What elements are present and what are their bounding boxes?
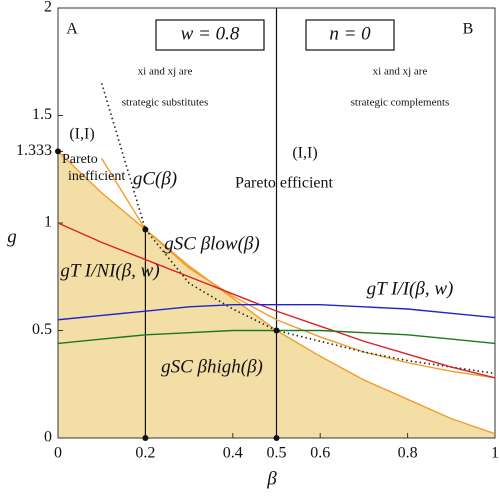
y-tick-label: 1.333 <box>16 142 52 159</box>
point <box>142 435 149 441</box>
annotation: (I,I) <box>292 145 317 162</box>
annotation: gC(β) <box>133 168 177 189</box>
label-box <box>155 19 265 51</box>
curve <box>100 83 495 375</box>
annotation: gSC βhigh(β) <box>161 356 263 377</box>
annotation: strategic complements <box>351 97 450 109</box>
annotation: n = 0 <box>329 23 371 44</box>
y-tick-label: 0 <box>44 429 52 446</box>
annotation: xi and xj are <box>138 66 193 78</box>
curve <box>58 304 495 321</box>
point <box>273 435 280 441</box>
annotation: gT I/I(β, w) <box>367 278 454 299</box>
curve <box>58 222 495 379</box>
annotation: strategic substitutes <box>122 97 208 109</box>
x-axis-label: β <box>266 468 277 489</box>
annotation: inefficient <box>68 169 125 184</box>
annotation: w = 0.8 <box>181 23 240 44</box>
x-tick-label: 1 <box>491 445 499 462</box>
annotation: Pareto efficient <box>235 175 333 192</box>
y-tick-label: 2 <box>44 0 52 16</box>
x-tick-label: 0 <box>54 445 62 462</box>
shaded-area <box>58 151 495 438</box>
annotation: B <box>463 21 474 38</box>
y-tick-label: 1 <box>44 214 52 231</box>
x-tick-label: 0.8 <box>398 445 418 462</box>
x-tick-label: 0.2 <box>135 445 155 462</box>
point <box>273 327 280 334</box>
y-axis-label: g <box>7 226 17 247</box>
point <box>142 226 149 233</box>
y-tick-label: 1.5 <box>32 106 52 123</box>
annotation: (I,I) <box>69 126 94 143</box>
x-tick-label: 0.4 <box>223 445 243 462</box>
annotation: A <box>66 21 78 38</box>
annotation: Pareto <box>62 152 98 167</box>
curve <box>101 158 495 379</box>
annotation: gSC βlow(β) <box>164 233 259 254</box>
x-tick-label: 0.5 <box>267 445 287 462</box>
point <box>55 148 61 155</box>
label-box <box>305 19 395 51</box>
x-tick-label: 0.6 <box>310 445 330 462</box>
annotation: xi and xj are <box>373 66 428 78</box>
annotation: gT I/NI(β, w) <box>60 260 159 281</box>
y-tick-label: 0.5 <box>32 321 52 338</box>
